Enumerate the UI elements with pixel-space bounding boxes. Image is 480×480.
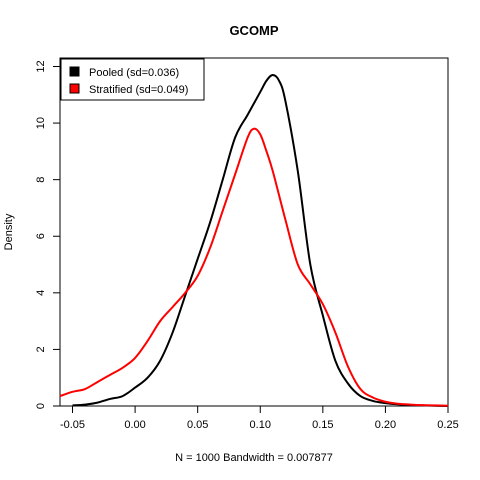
- y-tick-label: 12: [35, 60, 47, 72]
- legend-box: [60, 58, 205, 101]
- x-tick-label: 0.15: [312, 419, 333, 431]
- legend-swatch-pooled: [69, 66, 80, 77]
- y-tick-label: 0: [35, 403, 47, 409]
- x-axis-label: N = 1000 Bandwidth = 0.007877: [175, 452, 333, 464]
- legend-label-pooled: Pooled (sd=0.036): [89, 67, 179, 79]
- x-tick-label: 0.25: [437, 419, 458, 431]
- x-tick-label: -0.05: [60, 419, 85, 431]
- plot-frame: [59, 57, 449, 407]
- series-line-pooled: [72, 73, 449, 407]
- series-layer: [59, 73, 449, 407]
- y-tick-label: 4: [35, 290, 47, 296]
- x-axis: -0.05 0.00 0.05 0.10 0.15 0.20 0.25: [60, 406, 459, 431]
- y-axis: 0 2 4 6 8 10 12: [35, 60, 60, 409]
- x-tick-label: 0.00: [124, 419, 145, 431]
- y-axis-label: Density: [3, 213, 15, 250]
- x-tick-label: 0.10: [250, 419, 271, 431]
- legend-swatch-stratified: [69, 83, 80, 94]
- y-tick-label: 8: [35, 177, 47, 183]
- x-tick-label: 0.05: [187, 419, 208, 431]
- x-tick-label: 0.20: [375, 419, 396, 431]
- y-tick-label: 6: [35, 233, 47, 239]
- chart-title: GCOMP: [229, 23, 278, 38]
- legend: Pooled (sd=0.036) Stratified (sd=0.049): [60, 58, 205, 101]
- y-tick-label: 10: [35, 117, 47, 129]
- y-tick-label: 2: [35, 346, 47, 352]
- series-line-stratified: [59, 127, 449, 407]
- legend-label-stratified: Stratified (sd=0.049): [89, 84, 188, 96]
